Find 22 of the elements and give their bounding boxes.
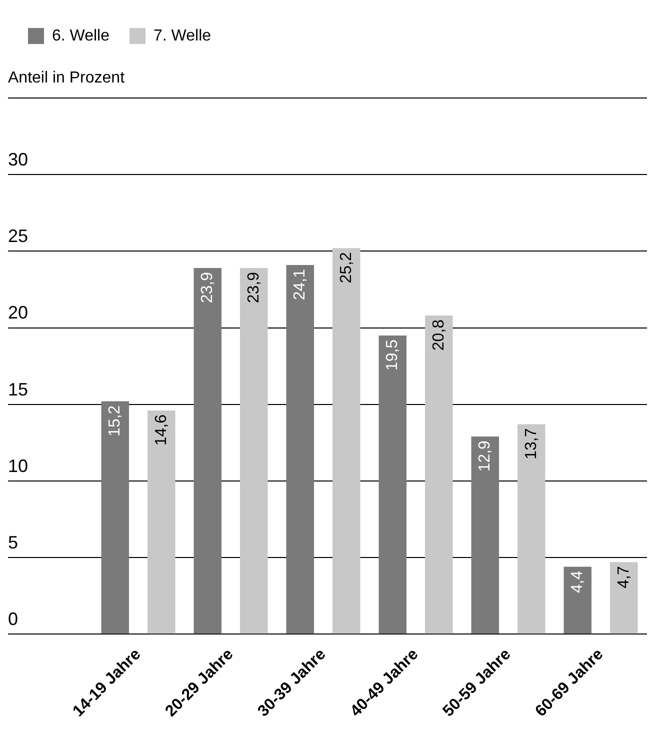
y-tick-label: 20 (8, 302, 28, 323)
data-label: 19,5 (384, 339, 402, 371)
data-label: 20,8 (430, 319, 448, 351)
data-label: 23,9 (199, 272, 216, 304)
data-label: 24,1 (292, 268, 309, 300)
data-label: 14,6 (152, 414, 170, 446)
data-label: 25,2 (338, 252, 355, 284)
data-label: 4,4 (569, 570, 586, 593)
y-tick-label: 30 (8, 150, 28, 170)
data-label: 15,2 (106, 405, 124, 436)
data-label: 13,7 (522, 428, 540, 460)
y-tick-label: 5 (8, 532, 18, 553)
y-axis-title: Anteil in Prozent (8, 69, 126, 86)
data-label: 4,7 (615, 566, 632, 588)
data-label: 23,9 (245, 272, 262, 304)
y-tick-label: 0 (8, 609, 18, 630)
y-tick-label: 10 (8, 456, 28, 476)
legend-label: 7. Welle (154, 27, 212, 44)
data-label: 12,9 (476, 440, 494, 472)
legend-label: 6. Welle (52, 27, 110, 44)
y-tick-label: 15 (8, 379, 28, 400)
y-tick-label: 25 (8, 226, 28, 246)
